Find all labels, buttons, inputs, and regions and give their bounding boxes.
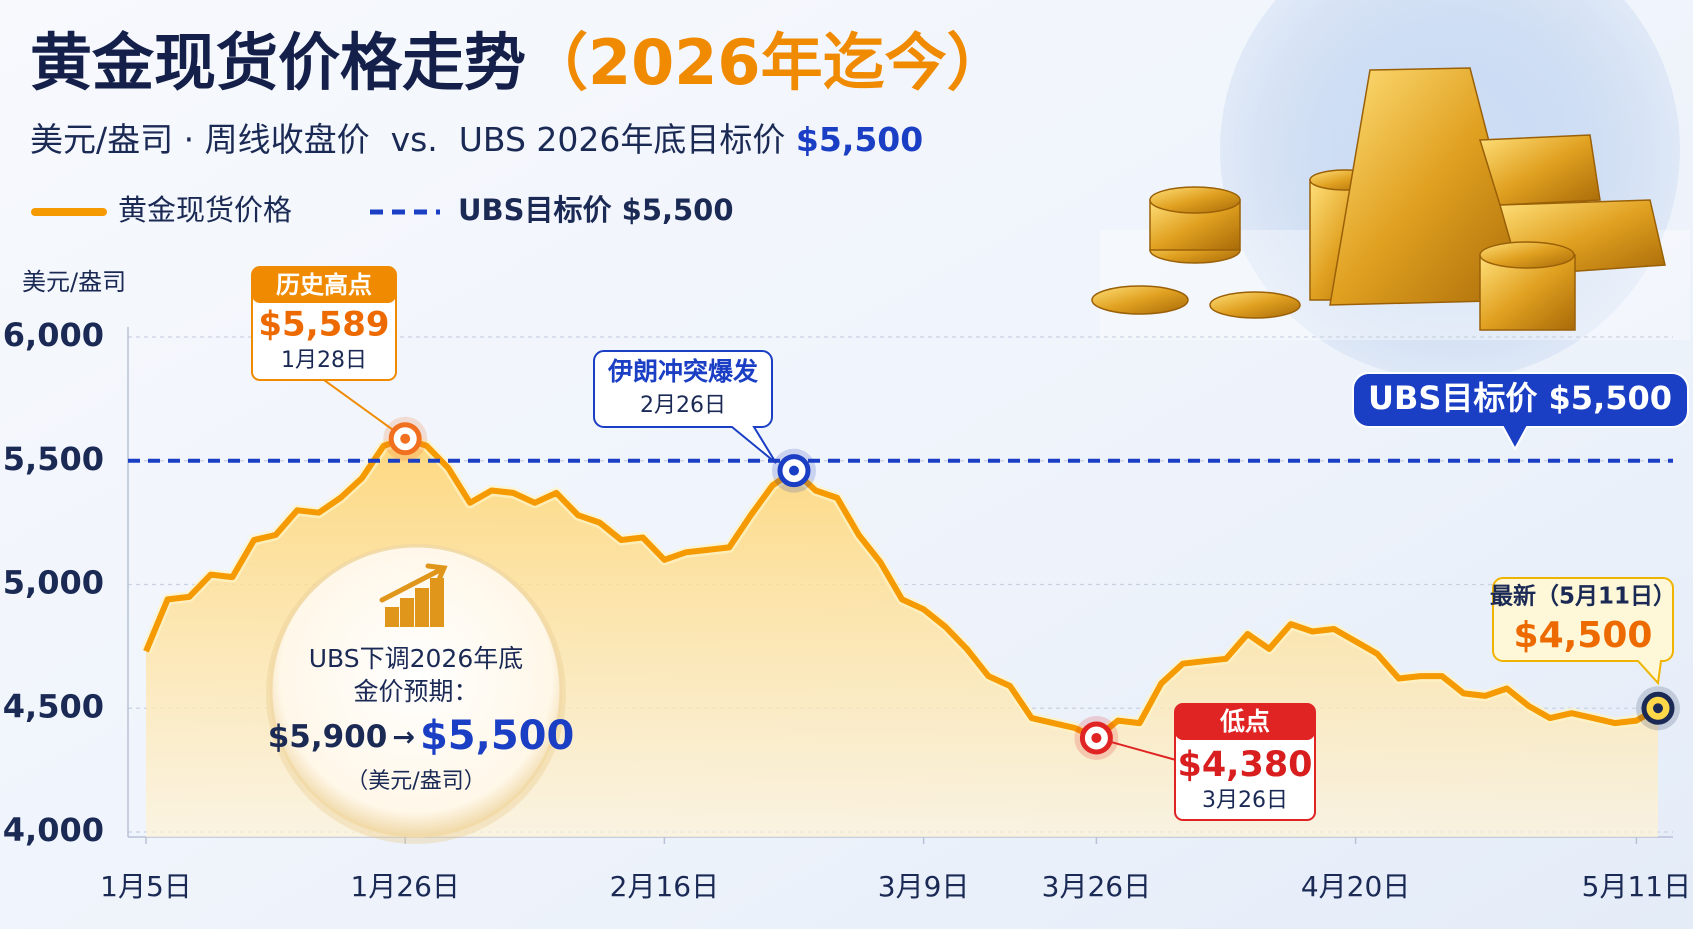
info-text: 金价预期： [353,677,478,706]
marker-dot [789,465,799,476]
info-to: $5,500 [420,713,574,759]
icon-bar [430,578,444,627]
y-axis-title: 美元/盎司 [22,268,126,296]
x-tick-label: 5月11日 [1582,870,1691,903]
marker-dot [1091,732,1102,743]
annotation-box [593,350,777,464]
leader [323,379,406,440]
annotation-title: 低点 [1219,707,1270,736]
annotation-title: 最新（5月11日） [1490,583,1676,610]
y-tick-label: 5,000 [3,564,104,602]
subtitle: 美元/盎司 · 周线收盘价 vs. UBS 2026年底目标价 $5,500 [30,120,923,159]
chart-title: 黄金现货价格走势（2026年迄今） [30,26,1009,99]
info-arrow: → [392,722,415,753]
x-tick-label: 3月26日 [1042,870,1151,903]
annotation-value: $4,380 [1177,745,1312,785]
x-tick-label: 2月16日 [610,870,719,903]
annotation-value: $5,589 [258,305,389,345]
coin [1091,285,1189,315]
y-tick-label: 5,500 [3,440,104,478]
icon-bar [385,607,399,627]
info-text: UBS下调2026年底 [309,644,524,673]
icon-arrow [379,563,448,603]
coin [1209,291,1301,319]
badge-shape [1352,372,1689,452]
target-label: UBS目标价 $5,500 [1368,379,1672,417]
icon-bar [415,588,429,627]
y-tick-label: 4,500 [3,687,104,725]
y-tick-label: 4,000 [3,811,104,849]
decoration [1091,0,1690,380]
annotation-date: 3月26日 [1202,788,1288,813]
title-main: 黄金现货价格走势 [30,26,526,99]
marker-dot [1653,703,1663,714]
annotation-title: 历史高点 [276,271,372,299]
info-change: $5,900 → $5,500 [268,713,575,759]
coin [1479,241,1575,269]
info-from: $5,900 [268,719,388,755]
gold-bar [1478,134,1601,206]
annotation-header [252,267,396,303]
marker-dot [400,433,411,444]
legend: 黄金现货价格 UBS目标价 $5,500 [31,193,734,227]
x-tick-label: 1月5日 [100,870,192,903]
title-note: （2026年迄今） [526,26,1009,99]
x-tick-label: 1月26日 [350,870,459,903]
annotation-title: 伊朗冲突爆发 [607,357,758,386]
subtitle-value: $5,500 [796,120,923,159]
annotation-header [1175,704,1315,740]
target-badge: UBS目标价 $5,500 [1352,372,1689,452]
subtitle-text: 美元/盎司 · 周线收盘价 vs. UBS 2026年底目标价 [30,120,785,159]
plot: 4,000 4,500 5,000 5,500 6,000 1月5日 1月26日 2月16日 3… [3,266,1691,903]
annotation-box [1492,577,1674,686]
legend-label: 黄金现货价格 [118,193,292,227]
annotation-date: 2月26日 [640,393,726,418]
annotation-date: 1月28日 [281,348,367,373]
legend-label: UBS目标价 $5,500 [458,193,734,227]
bubble [269,544,563,838]
info-unit: （美元/盎司） [346,769,485,794]
coin [1149,186,1241,214]
y-tick-label: 6,000 [3,316,104,354]
x-tick-label: 3月9日 [878,870,970,903]
annotation-value: $4,500 [1514,615,1653,656]
x-tick-label: 4月20日 [1301,870,1410,903]
icon-bar [400,598,414,627]
